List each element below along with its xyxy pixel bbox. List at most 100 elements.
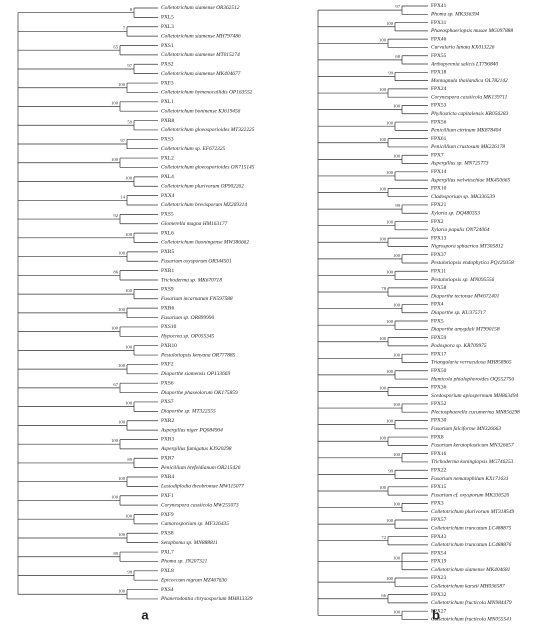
bootstrap-value: 100	[125, 344, 133, 349]
leaf-label: FPX2	[431, 219, 444, 225]
leaf-label: FPX32	[431, 592, 447, 598]
leaf-label: Colletotrichum karstii MH036587	[431, 584, 505, 590]
leaf-label: FPX43	[431, 534, 447, 540]
bootstrap-value: 100	[386, 220, 394, 225]
bootstrap-value: 99	[388, 468, 393, 473]
bootstrap-value: 100	[118, 251, 126, 256]
leaf-label: Colletotrichum sp. EF672325	[161, 146, 226, 152]
leaf-label: FPX23	[431, 575, 447, 581]
leaf-label: Colletotrichum siamense MK404677	[161, 71, 241, 77]
leaf-label: Phanerodontia chrysosporium MH813339	[160, 596, 253, 602]
leaf-label: FPX52	[431, 401, 447, 407]
leaf-label: PXX4	[161, 193, 175, 199]
bootstrap-value: 7	[123, 26, 126, 31]
bootstrap-value: 100	[386, 319, 394, 324]
bootstrap-value: 100	[393, 153, 401, 158]
leaf-label: FPX17	[431, 351, 447, 357]
leaf-label: FPX11	[431, 269, 446, 275]
bootstrap-value: 100	[379, 236, 387, 241]
leaf-label: FPX10	[431, 186, 447, 192]
bootstrap-value: 72	[381, 535, 386, 540]
leaf-label: PXS9	[161, 287, 174, 293]
leaf-label: FPX55	[431, 53, 447, 59]
bootstrap-value: 100	[386, 518, 394, 523]
leaf-label: FPX13	[431, 235, 447, 241]
leaf-label: Penicillium crustosum MK226178	[430, 144, 505, 150]
bootstrap-value: 100	[111, 438, 119, 443]
leaf-label: Colletotrichum gloeosporioides ON715145	[161, 165, 255, 171]
bootstrap-value: 100	[393, 452, 401, 457]
leaf-label: PXS10	[161, 324, 177, 330]
leaf-label: PXR10	[161, 343, 177, 349]
leaf-label: Humicola phialophoroides OQ552756	[430, 376, 514, 382]
bootstrap-value: 100	[386, 269, 394, 274]
leaf-label: Fusarium oxysporum OR344501	[160, 258, 232, 264]
leaf-label: PXL2	[161, 155, 174, 161]
bootstrap-value: 98	[127, 570, 132, 575]
leaf-label: FPX50	[431, 368, 447, 374]
bootstrap-value: 100	[125, 513, 133, 518]
leaf-label: Colletotrichum hymenocallidis OP163552	[161, 90, 253, 96]
leaf-label: Scedosporium apiospermum MH863494	[431, 393, 518, 399]
bootstrap-value: 100	[125, 176, 133, 181]
leaf-label: Colletotrichum truncatum LC488876	[431, 542, 512, 548]
leaf-label: Aspergillus fumigatus KJ920298	[160, 445, 232, 452]
leaf-label: Fusarium cf. oxysporum MK336520	[430, 491, 509, 498]
leaf-label: Montagnula thailandica OL782142	[430, 78, 508, 84]
leaf-label: FPX16	[431, 451, 447, 457]
leaf-label: PXS8	[161, 531, 174, 537]
bootstrap-value: 100	[379, 137, 387, 142]
leaf-label: Diaporthe amygdali MT990158	[430, 327, 500, 333]
leaf-label: Aspergillus sp. MN725773	[430, 161, 489, 167]
bootstrap-value: 100	[393, 402, 401, 407]
leaf-label: Colletotrichum siamense MT015274	[161, 52, 240, 58]
bootstrap-value: 86	[113, 269, 118, 274]
leaf-label: Fusarium incarnatum FN597588	[160, 296, 233, 302]
leaf-label: PXF3	[161, 80, 174, 86]
bootstrap-value: 89	[113, 551, 118, 556]
leaf-label: PXR8	[161, 118, 174, 124]
bootstrap-value: 100	[125, 288, 133, 293]
leaf-label: Camarosporium sp. MF326435	[161, 521, 229, 527]
leaf-label: FPX24	[431, 86, 447, 92]
leaf-label: Triangularia verruculosa MH858965	[431, 360, 512, 366]
bootstrap-value: 89	[127, 457, 132, 462]
leaf-label: Colletotrichum siamense MK404681	[431, 567, 511, 573]
bootstrap-value: 100	[111, 157, 119, 162]
bootstrap-value: 100	[379, 187, 387, 192]
leaf-label: PXL5	[161, 15, 174, 21]
bootstrap-value: 97	[120, 138, 125, 143]
bootstrap-value: 100	[393, 253, 401, 258]
leaf-label: Colletotrichum fructicola MN984479	[431, 599, 512, 606]
leaf-label: FPX61	[431, 136, 447, 142]
leaf-label: Colletotrichum plurivorum OP902262	[161, 183, 244, 189]
bootstrap-value: 100	[393, 352, 401, 357]
leaf-label: FPX14	[431, 169, 447, 175]
leaf-label: FPX7	[431, 152, 444, 158]
leaf-label: Plectosphaerella cucumerina MN856298	[430, 409, 520, 415]
leaf-label: Colletotrichum boninense KJ619456	[161, 108, 241, 114]
leaf-label: FPX18	[431, 70, 447, 76]
leaf-label: PXF2	[161, 362, 174, 368]
bootstrap-value: 65	[113, 44, 118, 49]
bootstrap-value: 100	[386, 576, 394, 581]
leaf-label: Xylaria papulis ON724064	[430, 227, 490, 233]
leaf-label: PXF9	[161, 512, 174, 518]
leaf-label: Phoma sp. JN207321	[160, 559, 208, 565]
leaf-label: Hypocrea sp. OP055345	[160, 334, 215, 340]
bootstrap-value: 100	[111, 101, 119, 106]
leaf-label: FPX58	[431, 285, 447, 291]
leaf-label: Penicillium brefeldianum OR215426	[160, 464, 241, 471]
bootstrap-value: 100	[379, 435, 387, 440]
leaf-label: Phyllosticta capitalensis KR056283	[430, 111, 509, 117]
leaf-label: PXL7	[161, 549, 174, 555]
bootstrap-value: 100	[118, 588, 126, 593]
leaf-label: Glomerella magna HM163177	[161, 221, 228, 227]
bootstrap-value: 100	[118, 476, 126, 481]
leaf-label: Colletotrichum siamense OR362512	[161, 5, 240, 11]
leaf-label: PXS4	[161, 587, 174, 593]
bootstrap-value: 100	[118, 532, 126, 537]
leaf-label: FPX46	[431, 36, 447, 42]
leaf-label: PXR1	[161, 268, 174, 274]
